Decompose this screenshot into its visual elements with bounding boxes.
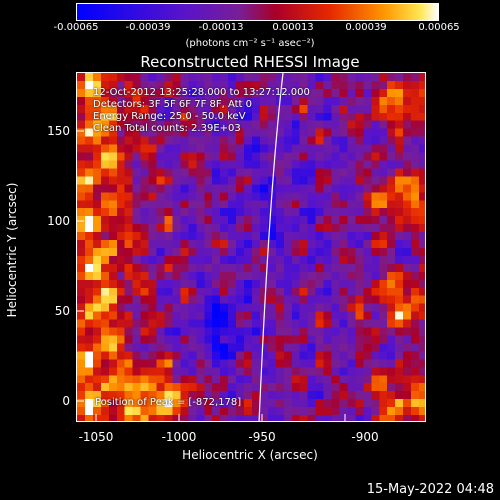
- colorbar-tick: 0.00013: [272, 22, 314, 33]
- colorbar-units: (photons cm⁻² s⁻¹ asec⁻²): [185, 38, 315, 49]
- solar-limb-curve: [258, 73, 284, 421]
- info-peak-position: Position of Peak = [-872,178]: [95, 397, 242, 408]
- info-counts: Clean Total counts: 2.39E+03: [93, 123, 241, 134]
- timestamp: 15-May-2022 04:48: [366, 482, 494, 497]
- x-tick-label: -900: [351, 430, 379, 444]
- y-tick-label: 50: [54, 304, 70, 318]
- colorbar-tick: -0.00013: [198, 22, 244, 33]
- y-tick-label: 100: [47, 214, 70, 228]
- y-axis-label: Heliocentric Y (arcsec): [5, 182, 19, 318]
- info-energy-range: Energy Range: 25.0 - 50.0 keV: [93, 111, 246, 122]
- y-tick-label: 150: [47, 124, 70, 138]
- rhessi-image: 12-Oct-2012 13:25:28.000 to 13:27:12.000…: [76, 72, 426, 422]
- colorbar-tick: 0.00039: [345, 22, 387, 33]
- colorbar-tick: -0.00065: [53, 22, 99, 33]
- info-detectors: Detectors: 3F 5F 6F 7F 8F, Att 0: [93, 99, 253, 110]
- x-tick-label: -950: [248, 430, 276, 444]
- image-title: Reconstructed RHESSI Image: [140, 53, 360, 71]
- info-time-range: 12-Oct-2012 13:25:28.000 to 13:27:12.000: [93, 87, 310, 98]
- limb-overlay: [258, 73, 284, 421]
- x-tick-label: -1050: [78, 430, 114, 444]
- colorbar-tick: 0.00065: [418, 22, 460, 33]
- colorbar: [76, 3, 439, 21]
- y-tick-label: 0: [62, 394, 70, 408]
- image-raster: [77, 73, 425, 421]
- x-tick-label: -1000: [161, 430, 197, 444]
- colorbar-tick: -0.00039: [125, 22, 171, 33]
- x-axis-label: Heliocentric X (arcsec): [182, 448, 318, 462]
